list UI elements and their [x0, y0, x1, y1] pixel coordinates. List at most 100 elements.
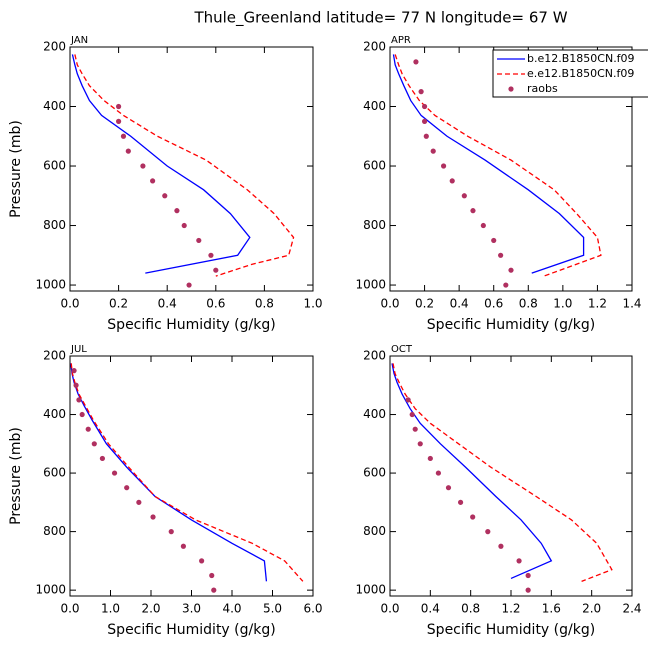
plot-frame — [389, 46, 633, 292]
raob-point — [405, 397, 411, 403]
raob-point — [71, 368, 77, 374]
profile-line — [392, 363, 613, 582]
plot-frame — [69, 355, 314, 597]
x-tick-label: 0.8 — [519, 297, 538, 311]
raob-point — [430, 148, 436, 154]
raob-point — [427, 455, 433, 462]
x-tick-label: 0.8 — [255, 297, 274, 311]
raob-point — [508, 267, 514, 273]
legend-marker — [508, 86, 514, 92]
y-tick-label: 1000 — [355, 583, 386, 597]
x-tick-label: 0.2 — [415, 297, 434, 311]
y-tick-label: 200 — [363, 40, 386, 54]
figure-title: Thule_Greenland latitude= 77 N longitude… — [193, 9, 567, 28]
raob-point — [208, 252, 214, 258]
y-axis-label: Pressure (mb) — [8, 120, 24, 218]
legend-label: e.e12.B1850CN.f09 — [527, 67, 634, 80]
x-tick-label: 2.4 — [622, 602, 641, 616]
x-tick-label: 0.6 — [206, 297, 225, 311]
raob-point — [150, 178, 156, 184]
raob-point — [79, 411, 85, 418]
x-tick-label: 4.0 — [222, 602, 241, 616]
x-axis-label: Specific Humidity (g/kg) — [427, 317, 595, 333]
raob-point — [116, 103, 122, 110]
x-axis-label: Specific Humidity (g/kg) — [107, 622, 275, 638]
y-tick-label: 400 — [363, 99, 386, 113]
raob-point — [211, 587, 217, 593]
profile-line — [74, 54, 295, 277]
x-tick-label: 2.0 — [141, 602, 160, 616]
raob-point — [120, 133, 127, 139]
y-tick-label: 800 — [43, 524, 66, 538]
profile-line — [70, 363, 268, 582]
x-tick-label: 0.6 — [484, 297, 503, 311]
raob-point — [140, 163, 146, 169]
y-tick-label: 1000 — [35, 278, 66, 292]
raob-point — [124, 485, 130, 491]
raob-point — [168, 529, 174, 535]
y-tick-label: 600 — [363, 159, 386, 173]
raob-point — [417, 441, 423, 447]
panel-title: JUL — [70, 344, 87, 355]
raob-point — [150, 514, 156, 520]
x-axis-label: Specific Humidity (g/kg) — [107, 317, 275, 333]
legend-label: b.e12.B1850CN.f09 — [527, 52, 635, 65]
x-tick-label: 2.0 — [582, 602, 601, 616]
raob-point — [85, 426, 91, 432]
raob-point — [470, 208, 476, 214]
x-tick-label: 0.0 — [60, 297, 79, 311]
legend-box — [492, 49, 648, 98]
x-tick-label: 1.2 — [588, 297, 607, 311]
profile-line — [392, 54, 585, 274]
y-tick-label: 200 — [43, 349, 66, 363]
raob-point — [409, 411, 415, 418]
raob-point — [435, 470, 441, 476]
profile-line — [394, 54, 602, 277]
raob-point — [421, 103, 428, 110]
raob-point — [516, 558, 522, 564]
raob-point — [91, 441, 97, 447]
x-tick-label: 1.0 — [101, 602, 120, 616]
raob-point — [418, 89, 424, 95]
x-tick-label: 1.6 — [542, 602, 561, 616]
raob-point — [196, 237, 202, 244]
plot-frame — [69, 46, 314, 292]
plot-frame — [389, 355, 633, 597]
raob-point — [503, 282, 509, 288]
raob-point — [162, 193, 168, 199]
raob-point — [99, 455, 105, 462]
raob-point — [76, 397, 82, 403]
raob-point — [480, 222, 486, 229]
raob-point — [461, 193, 467, 199]
x-tick-label: 0.4 — [158, 297, 177, 311]
raob-point — [525, 572, 531, 579]
y-tick-label: 1000 — [355, 278, 386, 292]
raob-point — [209, 572, 215, 579]
raob-point — [440, 163, 447, 169]
x-tick-label: 0.0 — [380, 602, 399, 616]
y-tick-label: 600 — [43, 466, 66, 480]
y-tick-label: 200 — [43, 40, 66, 54]
y-axis-label: Pressure (mb) — [8, 427, 24, 525]
raob-point — [413, 59, 419, 65]
y-tick-label: 1000 — [35, 583, 66, 597]
x-tick-label: 5.0 — [263, 602, 282, 616]
y-tick-label: 200 — [363, 349, 386, 363]
x-tick-label: 0.8 — [461, 602, 480, 616]
raob-point — [423, 133, 429, 139]
raob-point — [111, 470, 118, 476]
raob-point — [491, 237, 497, 244]
raob-point — [445, 485, 452, 491]
profile-line — [71, 54, 251, 274]
raob-point — [174, 208, 180, 214]
panel-title: OCT — [391, 344, 413, 355]
x-tick-label: 0.4 — [450, 297, 469, 311]
y-tick-label: 800 — [363, 524, 386, 538]
x-tick-label: 0.4 — [421, 602, 440, 616]
raob-point — [457, 499, 464, 505]
raob-point — [181, 222, 187, 229]
legend-label: raobs — [527, 82, 558, 95]
raob-point — [485, 529, 491, 535]
raob-point — [498, 252, 504, 258]
profile-line — [70, 363, 304, 582]
